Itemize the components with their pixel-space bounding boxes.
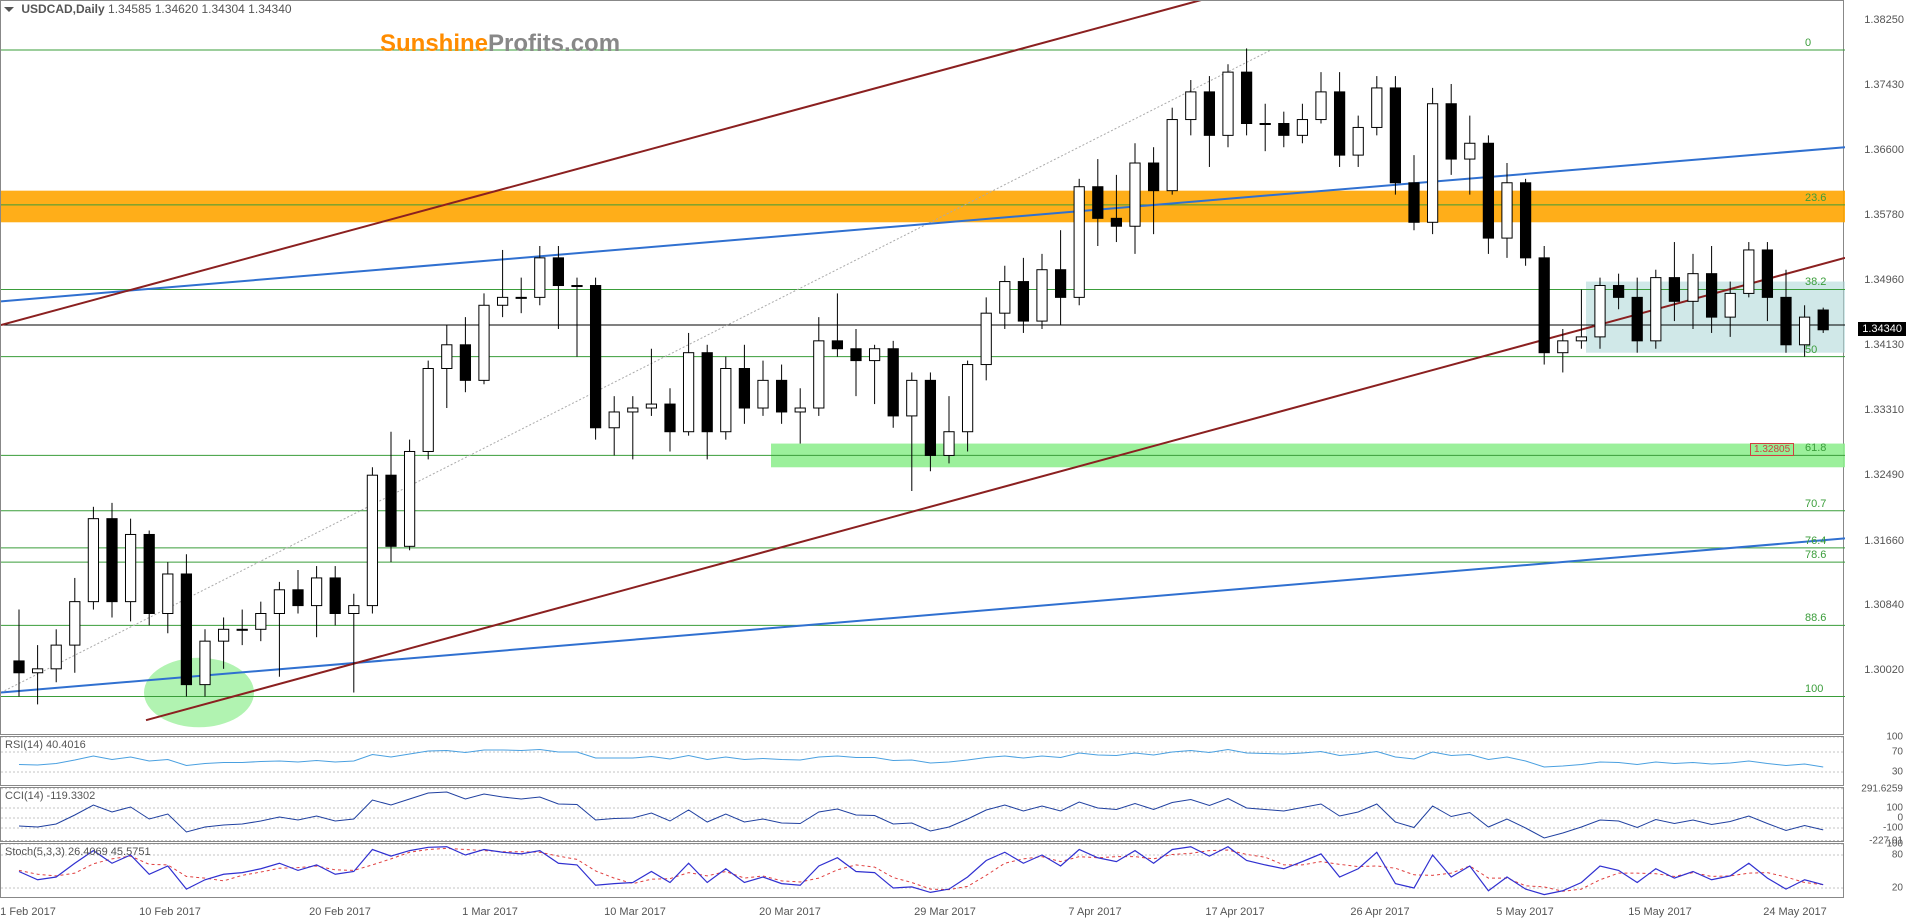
- x-tick: 15 May 2017: [1628, 906, 1692, 918]
- y-tick: 1.32490: [1864, 469, 1904, 481]
- cci-panel[interactable]: CCI(14) -119.3302 -227.01-1000100291.625…: [0, 787, 1844, 842]
- x-tick: 1 Mar 2017: [462, 906, 518, 918]
- indicator-level: 20: [1892, 883, 1903, 894]
- watermark: SunshineProfits.com: [380, 30, 620, 58]
- y-tick: 1.30020: [1864, 664, 1904, 676]
- fib-label: 61.8: [1805, 442, 1826, 454]
- chart-header: USDCAD,Daily 1.34585 1.34620 1.34304 1.3…: [4, 2, 292, 16]
- x-tick: 10 Mar 2017: [604, 906, 666, 918]
- rsi-svg: [1, 737, 1845, 787]
- y-tick: 1.34960: [1864, 274, 1904, 286]
- ohlc-label: 1.34585 1.34620 1.34304 1.34340: [108, 2, 292, 16]
- indicator-level: 291.6259: [1861, 783, 1903, 794]
- x-tick: 24 May 2017: [1763, 906, 1827, 918]
- x-tick: 20 Feb 2017: [309, 906, 371, 918]
- chart-container: USDCAD,Daily 1.34585 1.34620 1.34304 1.3…: [0, 0, 1908, 920]
- main-price-chart[interactable]: 0 23.6 38.2 50 61.8 70.7 76.4 78.6 88.6 100 1.3280…: [0, 0, 1844, 735]
- x-tick: 10 Feb 2017: [139, 906, 201, 918]
- fib-label: 38.2: [1805, 276, 1826, 288]
- cci-svg: [1, 788, 1845, 843]
- stoch-svg: [1, 844, 1845, 899]
- y-tick: 1.35780: [1864, 209, 1904, 221]
- x-tick: 29 Mar 2017: [914, 906, 976, 918]
- x-tick: 5 May 2017: [1496, 906, 1553, 918]
- cci-label: CCI(14) -119.3302: [5, 790, 95, 802]
- indicator-level: 100: [1886, 732, 1903, 743]
- indicator-level: 80: [1892, 850, 1903, 861]
- indicator-level: 30: [1892, 767, 1903, 778]
- y-tick: 1.36600: [1864, 144, 1904, 156]
- price-box-label: 1.32805: [1750, 443, 1794, 456]
- date-x-axis: 1 Feb 2017 10 Feb 2017 20 Feb 2017 1 Mar 20…: [0, 900, 1844, 920]
- x-tick: 7 Apr 2017: [1068, 906, 1121, 918]
- y-tick: 1.37430: [1864, 79, 1904, 91]
- x-tick: 20 Mar 2017: [759, 906, 821, 918]
- main-chart-svg: [1, 1, 1845, 736]
- x-tick: 26 Apr 2017: [1350, 906, 1409, 918]
- fib-label: 76.4: [1805, 535, 1826, 547]
- indicator-level: 100: [1886, 839, 1903, 850]
- watermark-prof: Profits.com: [488, 30, 620, 57]
- fib-label: 50: [1805, 344, 1817, 356]
- y-tick: 1.31660: [1864, 535, 1904, 547]
- dropdown-triangle-icon[interactable]: [4, 7, 14, 12]
- stoch-panel[interactable]: Stoch(5,3,3) 26.4069 45.5751 2080100: [0, 843, 1844, 898]
- y-tick: 1.38250: [1864, 14, 1904, 26]
- indicator-level: 70: [1892, 747, 1903, 758]
- stoch-label: Stoch(5,3,3) 26.4069 45.5751: [5, 846, 151, 858]
- y-tick: 1.33310: [1864, 404, 1904, 416]
- indicator-level: 100: [1886, 803, 1903, 814]
- x-tick: 17 Apr 2017: [1205, 906, 1264, 918]
- rsi-panel[interactable]: RSI(14) 40.4016 3070100: [0, 736, 1844, 786]
- fib-label: 70.7: [1805, 498, 1826, 510]
- indicator-level: 0: [1897, 813, 1903, 824]
- fib-label: 0: [1805, 37, 1811, 49]
- fib-label: 78.6: [1805, 549, 1826, 561]
- fib-label: 23.6: [1805, 192, 1826, 204]
- fib-label: 100: [1805, 683, 1823, 695]
- price-y-axis: 1.38250 1.37430 1.36600 1.35780 1.34960 1.341…: [1844, 0, 1908, 735]
- fib-label: 88.6: [1805, 612, 1826, 624]
- current-price-label: 1.34340: [1858, 322, 1906, 336]
- rsi-label: RSI(14) 40.4016: [5, 739, 86, 751]
- indicator-level: -100: [1883, 823, 1903, 834]
- symbol-label: USDCAD,Daily: [21, 2, 104, 16]
- watermark-sun: Sunshine: [380, 30, 488, 57]
- y-tick: 1.34130: [1864, 339, 1904, 351]
- y-tick: 1.30840: [1864, 599, 1904, 611]
- x-tick: 1 Feb 2017: [0, 906, 56, 918]
